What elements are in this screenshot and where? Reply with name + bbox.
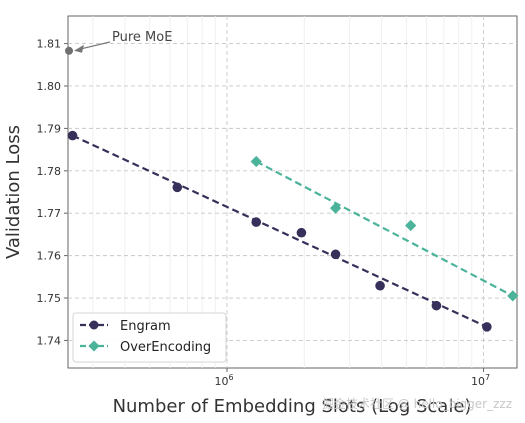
point-overencoding: [329, 202, 342, 214]
point-overencoding: [507, 290, 519, 302]
watermark: 掘金技术社区 @ hello_bigger_zzz: [322, 396, 512, 411]
plot-area: [67, 15, 518, 369]
data-markers: [67, 130, 519, 332]
annotation-arrowhead: [74, 44, 84, 53]
legend-label-overencoding: OverEncoding: [120, 340, 211, 355]
point-engram: [482, 322, 492, 332]
point-engram: [296, 227, 307, 238]
point-overencoding: [250, 155, 262, 168]
tick-labels: 106 107 1.74 1.75 1.76 1.77 1.78 1.79 1.80 1.81: [37, 38, 491, 388]
y-tick-label: 1.79: [37, 122, 62, 135]
y-tick-label: 1.81: [37, 38, 62, 51]
point-engram: [375, 280, 385, 291]
fit-lines: [72, 134, 514, 328]
fit-line-engram: [72, 134, 488, 328]
point-engram: [330, 249, 341, 260]
point-engram: [251, 217, 262, 227]
legend-frame: [72, 312, 227, 363]
grid: [68, 16, 517, 368]
baseline-annotation: Pure MoE: [65, 30, 172, 55]
legend-marker-engram: [89, 320, 99, 330]
point-engram: [67, 130, 78, 141]
y-tick-label: 1.74: [37, 334, 62, 347]
point-pure-moe: [65, 46, 73, 55]
y-tick-label: 1.76: [37, 250, 62, 263]
y-axis-title: Validation Loss: [3, 125, 24, 259]
point-overencoding: [405, 219, 417, 232]
point-engram: [431, 300, 442, 311]
y-tick-label: 1.78: [37, 165, 62, 178]
y-tick-label: 1.75: [37, 292, 62, 305]
annotation-label: Pure MoE: [112, 30, 172, 45]
x-tick-label: 106: [214, 373, 233, 388]
point-engram: [172, 182, 183, 193]
fit-line-overencoding: [255, 160, 514, 297]
y-tick-label: 1.80: [37, 80, 62, 93]
legend-label-engram: Engram: [120, 319, 171, 334]
y-tick-label: 1.77: [37, 207, 62, 220]
x-tick-label: 107: [471, 373, 490, 388]
legend-marker-overencoding: [88, 340, 100, 352]
x-axis-title: Number of Embedding Slots (Log Scale): [113, 396, 472, 417]
legend: Engram OverEncoding: [72, 312, 227, 363]
